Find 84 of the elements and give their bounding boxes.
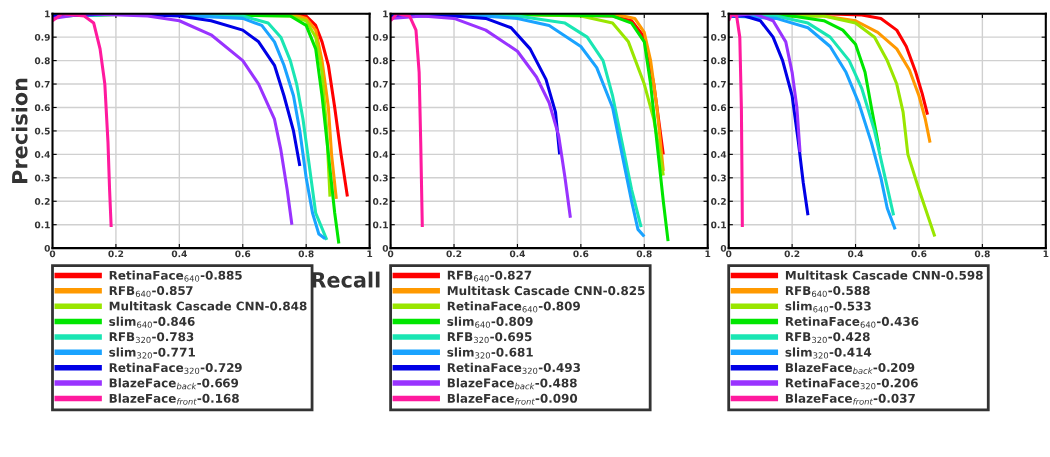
x-tick-label: 1 <box>367 250 373 258</box>
legend-label: BlazeFace$_{back}$-0.488 <box>447 378 577 390</box>
y-tick-label: 0.5 <box>711 127 726 135</box>
legend-label: slim$_{320}$-0.414 <box>785 347 872 359</box>
x-tick-label: 0.6 <box>911 250 927 258</box>
y-tick-label: 0.2 <box>711 197 726 205</box>
y-tick-label: 1 <box>721 10 726 18</box>
y-tick-label: 0.8 <box>711 57 727 65</box>
legend-label: RetinaFace$_{320}$-0.493 <box>447 362 580 374</box>
x-tick-label: 0.2 <box>784 250 800 258</box>
legend-label: RetinaFace$_{640}$-0.436 <box>785 316 919 328</box>
line-series <box>52 13 294 227</box>
legend-label: Multitask Cascade CNN-0.848 <box>109 301 307 311</box>
x-axis-title: Recall <box>312 271 380 288</box>
x-tick-label: 0 <box>387 250 394 258</box>
legend-label: RetinaFace$_{320}$-0.206 <box>785 378 918 390</box>
y-tick-label: 0 <box>720 244 727 252</box>
y-tick-label: 0.9 <box>711 33 727 41</box>
x-tick-label: 0.2 <box>108 250 124 258</box>
x-tick-label: 0.4 <box>847 250 864 258</box>
x-tick-label: 1 <box>1043 250 1049 258</box>
legend-label: slim$_{320}$-0.771 <box>109 347 195 359</box>
x-tick-label: 0.4 <box>171 250 187 258</box>
y-tick-label: 0.6 <box>34 104 50 112</box>
legend-label: RFB$_{320}$-0.783 <box>109 332 194 344</box>
y-tick-label: 0.1 <box>711 221 726 229</box>
y-tick-label: 0.5 <box>372 127 388 135</box>
y-tick-label: 0.1 <box>34 221 50 229</box>
legend-label: Multitask Cascade CNN-0.825 <box>447 285 645 296</box>
legend-label: BlazeFace$_{front}$-0.037 <box>785 393 915 405</box>
legend-label: slim$_{640}$-0.809 <box>447 316 533 328</box>
y-tick-label: 0.2 <box>372 197 388 205</box>
legend-label: slim$_{640}$-0.533 <box>785 301 871 313</box>
legend-label: BlazeFace$_{front}$-0.090 <box>447 393 578 405</box>
x-tick-label: 1 <box>705 250 711 258</box>
legend-label: BlazeFace$_{back}$-0.669 <box>109 378 239 390</box>
y-tick-label: 0.3 <box>711 174 726 182</box>
legend-label: RetinaFace$_{320}$-0.729 <box>109 362 242 374</box>
x-tick-label: 0 <box>49 250 56 258</box>
y-tick-label: 0.6 <box>711 104 727 112</box>
legend-label: RFB$_{640}$-0.588 <box>785 286 870 297</box>
y-tick-label: 0.2 <box>34 197 50 205</box>
x-tick-label: 0.8 <box>298 250 314 258</box>
legend-label: BlazeFace$_{back}$-0.209 <box>785 362 915 374</box>
y-tick-label: 0.6 <box>372 104 389 112</box>
y-tick-label: 0.3 <box>34 174 50 182</box>
legend-label: RFB$_{640}$-0.857 <box>109 286 193 297</box>
y-tick-label: 1 <box>383 10 388 18</box>
legend-label: RetinaFace$_{640}$-0.885 <box>109 270 242 282</box>
y-tick-label: 0.5 <box>34 127 50 135</box>
legend-label: BlazeFace$_{front}$-0.168 <box>109 393 239 405</box>
y-tick-label: 0.7 <box>34 80 50 88</box>
y-tick-label: 0.4 <box>372 151 389 158</box>
legend-label: RFB$_{320}$-0.695 <box>447 332 532 344</box>
y-tick-label: 0.8 <box>34 57 50 65</box>
y-tick-label: 0.3 <box>372 174 388 182</box>
x-tick-label: 0.8 <box>974 250 990 258</box>
y-tick-label: 0 <box>382 244 389 252</box>
x-tick-label: 0.4 <box>509 250 526 258</box>
line-series <box>390 13 424 229</box>
legend-label: RFB$_{640}$-0.827 <box>447 270 532 282</box>
x-tick-label: 0 <box>725 250 732 258</box>
legend-label: RetinaFace$_{640}$-0.809 <box>447 301 580 313</box>
line-series <box>52 13 113 229</box>
legend-label: slim$_{320}$-0.681 <box>447 347 533 359</box>
y-axis-title: Precision <box>11 78 28 183</box>
y-tick-label: 0.8 <box>372 57 388 65</box>
y-tick-label: 0.7 <box>711 80 726 88</box>
y-tick-label: 0.9 <box>372 33 388 41</box>
y-tick-label: 0.7 <box>372 80 388 88</box>
y-tick-label: 0.9 <box>34 33 50 41</box>
y-tick-label: 0.4 <box>34 151 50 158</box>
y-tick-label: 1 <box>45 10 50 18</box>
line-series <box>728 13 744 229</box>
x-tick-label: 0.8 <box>636 250 652 258</box>
x-tick-label: 0.2 <box>446 250 462 258</box>
legend-label: slim$_{640}$-0.846 <box>109 316 195 328</box>
x-tick-label: 0.6 <box>235 250 251 258</box>
legend-label: RFB$_{320}$-0.428 <box>785 332 870 344</box>
y-tick-label: 0.1 <box>372 221 388 229</box>
y-tick-label: 0.4 <box>711 151 727 158</box>
x-tick-label: 0.6 <box>573 250 589 258</box>
legend-label: Multitask Cascade CNN-0.598 <box>785 270 983 280</box>
y-tick-label: 0 <box>44 244 50 252</box>
